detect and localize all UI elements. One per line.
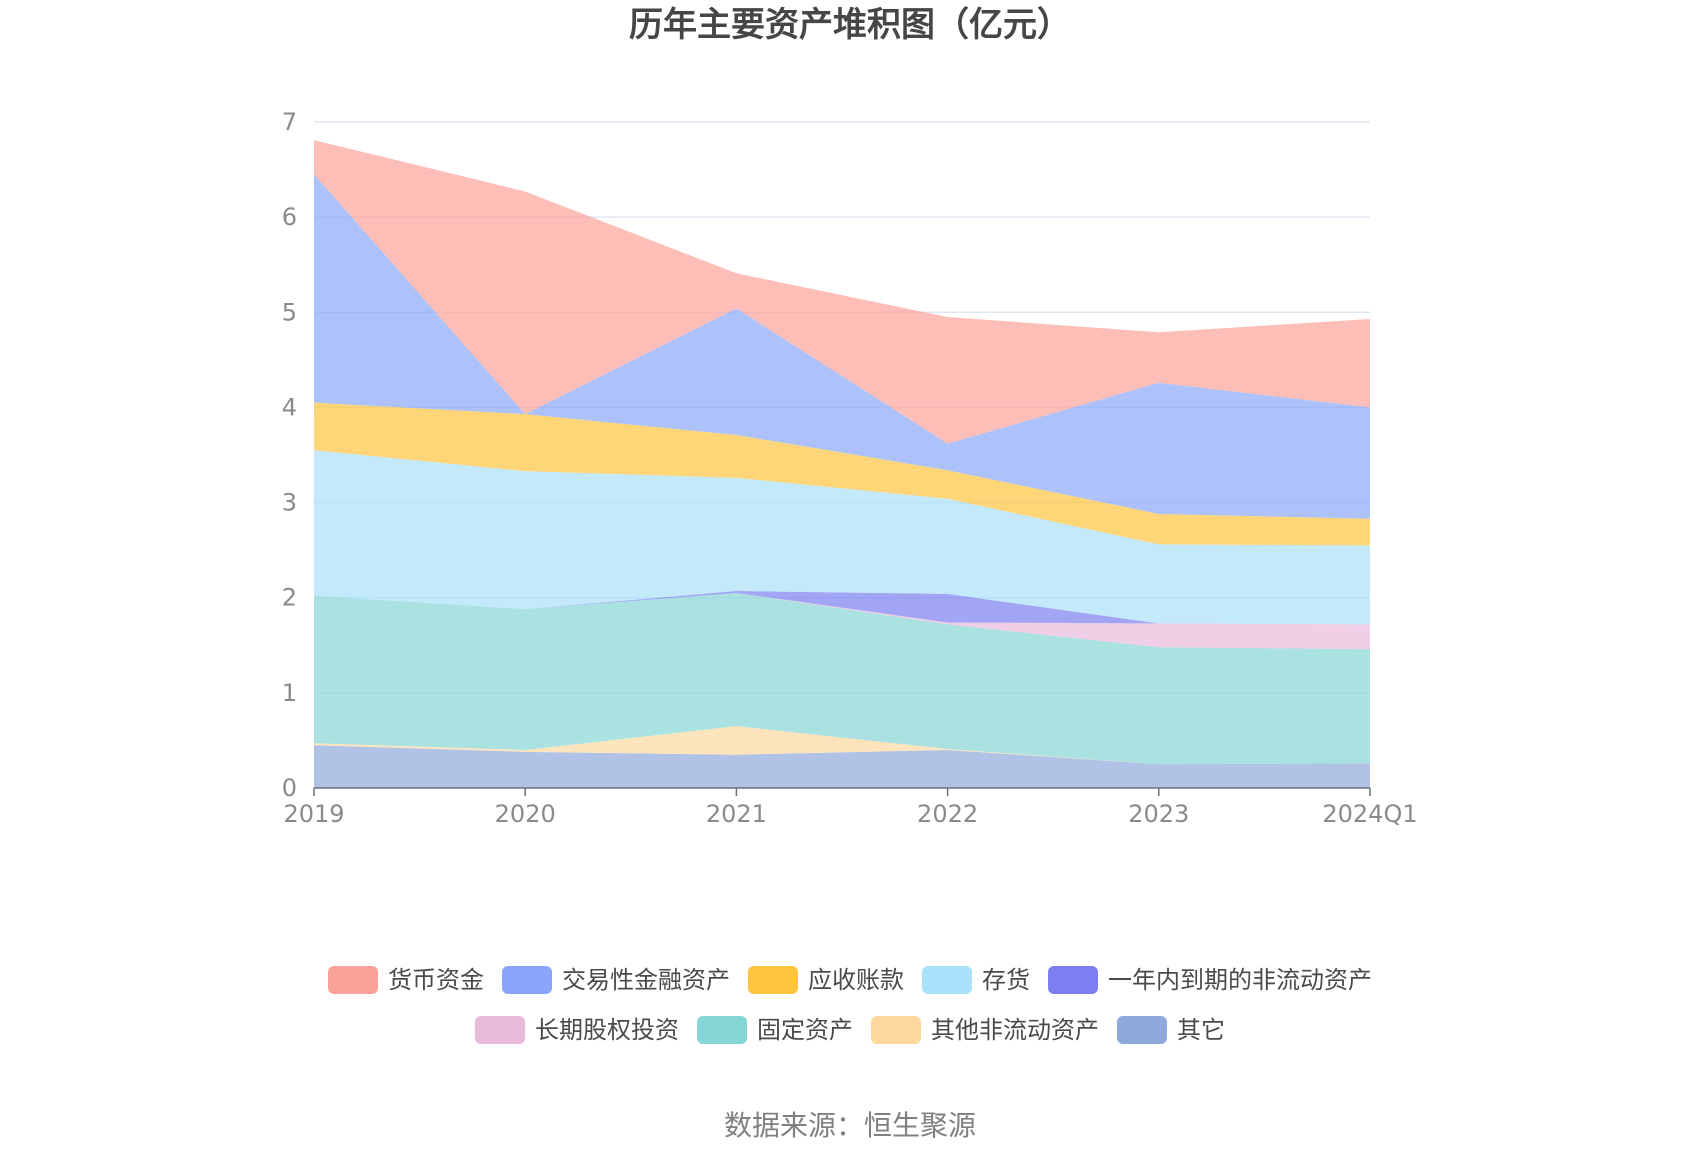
legend-item[interactable]: 交易性金融资产 <box>502 966 730 994</box>
legend-label: 存货 <box>982 966 1030 994</box>
area-series-0 <box>314 745 1370 788</box>
legend-swatch <box>697 1016 747 1044</box>
legend-item[interactable]: 长期股权投资 <box>475 1016 679 1044</box>
y-tick-label: 3 <box>282 489 297 517</box>
x-tick-label: 2020 <box>495 800 556 828</box>
legend-swatch <box>871 1016 921 1044</box>
x-tick-label: 2022 <box>917 800 978 828</box>
area-series-3 <box>314 592 1370 650</box>
area-series-6 <box>314 402 1370 546</box>
area-series-7 <box>314 174 1370 519</box>
x-tick-label: 2019 <box>283 800 344 828</box>
y-tick-label: 0 <box>282 774 297 802</box>
y-tick-label: 1 <box>282 679 297 707</box>
legend-item[interactable]: 固定资产 <box>697 1016 853 1044</box>
legend-swatch <box>1048 966 1098 994</box>
legend-swatch <box>922 966 972 994</box>
legend-item[interactable]: 存货 <box>922 966 1030 994</box>
legend-label: 交易性金融资产 <box>562 966 730 994</box>
source-note: 数据来源：恒生聚源 <box>724 1109 976 1142</box>
legend-item[interactable]: 其他非流动资产 <box>871 1016 1099 1044</box>
legend-swatch <box>502 966 552 994</box>
legend-label: 长期股权投资 <box>535 1016 679 1044</box>
legend-item[interactable]: 应收账款 <box>748 966 904 994</box>
x-tick-label: 2023 <box>1128 800 1189 828</box>
legend-swatch <box>748 966 798 994</box>
y-tick-label: 4 <box>282 393 297 421</box>
area-series <box>314 140 1370 788</box>
axes: 0 1 2 3 4 5 6 7 2019 2020 2021 2022 2023 2024Q1 <box>282 108 1418 828</box>
y-tick-label: 6 <box>282 203 297 231</box>
legend-label: 一年内到期的非流动资产 <box>1108 966 1372 994</box>
x-tick-label: 2021 <box>706 800 767 828</box>
legend-label: 应收账款 <box>808 966 904 994</box>
area-series-2 <box>314 592 1370 765</box>
legend-label: 货币资金 <box>388 966 484 994</box>
legend-label: 其他非流动资产 <box>931 1016 1099 1044</box>
legend-label: 固定资产 <box>757 1016 853 1044</box>
area-series-5 <box>314 450 1370 625</box>
legend-label: 其它 <box>1177 1016 1225 1044</box>
area-series-8 <box>314 140 1370 444</box>
area-series-1 <box>314 726 1370 765</box>
legend-swatch <box>1117 1016 1167 1044</box>
y-tick-label: 2 <box>282 584 297 612</box>
y-tick-label: 5 <box>282 298 297 326</box>
legend-swatch <box>475 1016 525 1044</box>
legend-item[interactable]: 货币资金 <box>328 966 484 994</box>
y-tick-label: 7 <box>282 108 297 136</box>
chart-title: 历年主要资产堆积图（亿元） <box>629 5 1071 45</box>
area-series-4 <box>314 591 1370 625</box>
legend-item[interactable]: 一年内到期的非流动资产 <box>1048 966 1372 994</box>
legend-item[interactable]: 其它 <box>1117 1016 1225 1044</box>
x-tick-label: 2024Q1 <box>1322 800 1417 828</box>
legend-swatch <box>328 966 378 994</box>
